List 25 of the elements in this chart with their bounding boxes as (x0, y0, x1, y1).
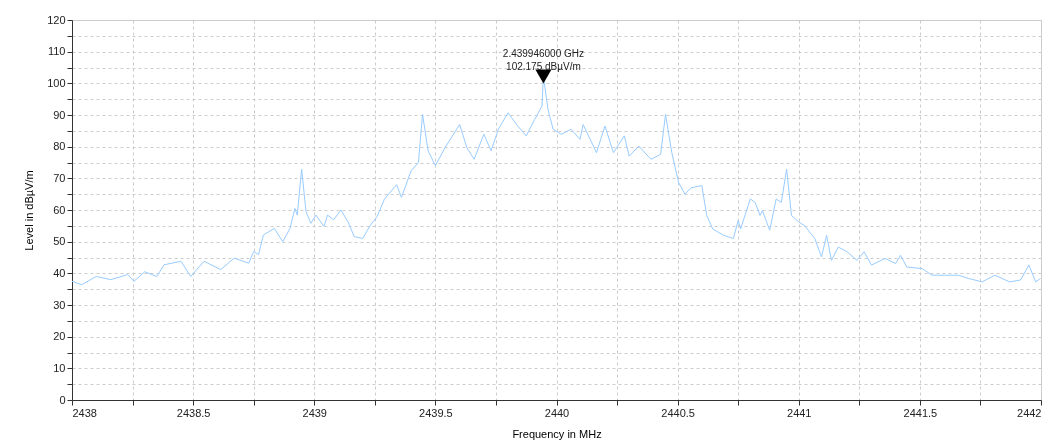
x-tick-label: 2438.5 (176, 406, 211, 419)
annotation: 2.439946000 GHz 102.175 dBµV/m (502, 48, 584, 73)
x-tick-label: 2438 (72, 406, 97, 419)
y-tick-label: 30 (53, 298, 66, 311)
x-axis-title: Frequency in MHz (512, 427, 602, 440)
x-tick-label: 2441 (787, 406, 812, 419)
x-tick-label: 2441.5 (903, 406, 938, 419)
y-tick-label: 110 (47, 45, 66, 58)
y-tick-label: 0 (59, 393, 66, 406)
y-tick-label: 120 (47, 13, 66, 26)
y-tick-label: 100 (47, 76, 66, 89)
y-tick-label: 20 (53, 330, 66, 343)
y-axis-title: Level in dBµV/m (23, 170, 36, 251)
x-tick-label: 2442 (1017, 406, 1042, 419)
y-tick-label: 50 (53, 235, 66, 248)
y-tick-label: 40 (53, 266, 66, 279)
y-tick-label: 10 (53, 361, 66, 374)
y-tick-label: 90 (53, 108, 66, 121)
x-tick-label: 2440 (544, 406, 570, 419)
x-tick-label: 2439.5 (419, 406, 453, 419)
y-tick-label: 80 (53, 140, 66, 153)
x-tick-label: 2439 (302, 406, 327, 419)
y-tick-label: 70 (53, 171, 66, 184)
y-tick-label: 60 (53, 203, 66, 216)
x-tick-label: 2440.5 (661, 406, 695, 419)
